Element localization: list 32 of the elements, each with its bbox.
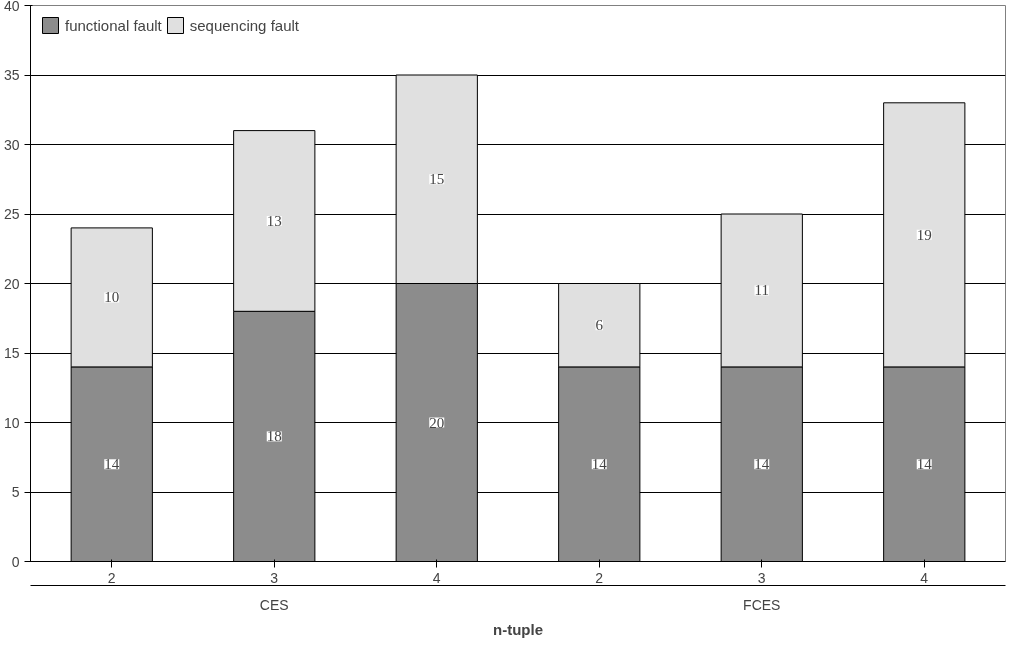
data-label: 14 — [916, 456, 933, 473]
y-tick-label: 40 — [3, 0, 20, 14]
data-label: 11 — [754, 282, 769, 299]
y-tick-label: 5 — [11, 484, 20, 500]
x-tick-label: 2 — [595, 569, 604, 586]
x-tick-label: 3 — [270, 569, 279, 586]
data-label: 14 — [591, 456, 608, 473]
data-label: 18 — [266, 428, 282, 445]
legend-label: sequencing fault — [189, 16, 299, 34]
y-tick-label: 35 — [3, 67, 20, 83]
text: FCES — [743, 596, 781, 613]
x-tick-label: 2 — [107, 569, 116, 586]
data-label: 6 — [595, 317, 604, 334]
y-tick-label: 25 — [3, 206, 20, 222]
text: CES — [259, 596, 289, 613]
x-tick-label: 3 — [757, 569, 766, 586]
data-label: 15 — [429, 171, 445, 188]
y-tick-label: 15 — [3, 345, 20, 361]
data-label: 13 — [266, 212, 282, 229]
data-label: 14 — [754, 456, 770, 473]
x-tick-label: 4 — [432, 569, 441, 586]
data-label: 10 — [104, 289, 120, 306]
data-label: 19 — [916, 226, 932, 243]
y-tick-label: 10 — [3, 414, 20, 431]
y-tick-label: 30 — [3, 136, 20, 153]
y-tick-label: 20 — [3, 275, 20, 292]
y-tick-label: 0 — [11, 553, 20, 570]
data-label: 20 — [429, 414, 445, 431]
x-tick-label: 4 — [920, 569, 929, 586]
x-axis-title: n-tuple — [493, 620, 544, 638]
data-label: 14 — [104, 456, 120, 473]
legend-label: functional fault — [65, 16, 162, 34]
